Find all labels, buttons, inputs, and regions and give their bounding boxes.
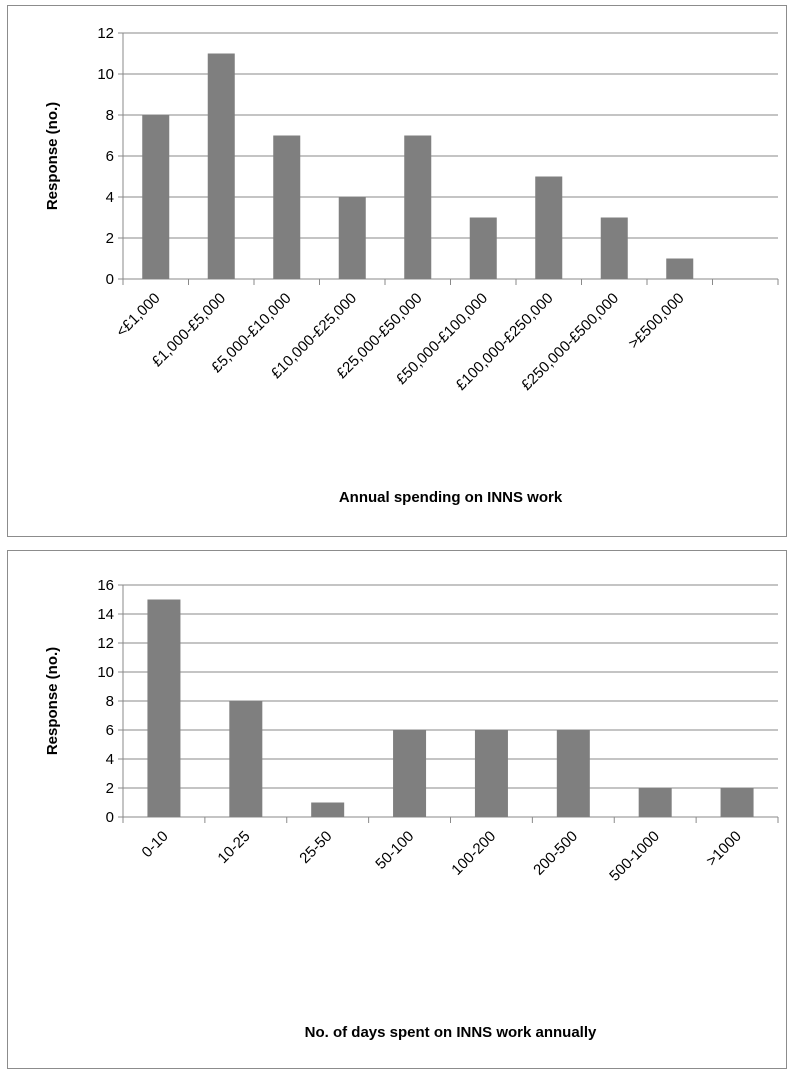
spending-y-tick-label: 2 [106,230,114,247]
spending-bar [666,258,694,279]
days-category-label: 10-25 [214,828,253,867]
days-bar [147,599,181,817]
spending-bar [273,135,301,279]
spending-category-label: <£1,000 [113,290,164,341]
days-bar [229,701,263,817]
days-category-label: 500-1000 [606,828,663,885]
spending-y-tick-label: 6 [106,148,114,165]
spending-bar [600,217,628,279]
days-category-label: 25-50 [296,828,335,867]
spending-category-label: >£500,000 [625,290,687,352]
days-bar [393,730,427,817]
spending-y-tick-label: 12 [97,25,114,42]
spending-x-axis-title: Annual spending on INNS work [339,489,563,506]
spending-y-tick-label: 0 [106,271,114,288]
days-bar [311,802,345,817]
spending-y-tick-label: 4 [106,189,114,206]
spending-chart-panel: 0 2 4 6 8 10 12 <£1,000 £1,000-£5,000 £5,000-£10,… [7,5,787,537]
spending-bar [535,176,563,279]
days-y-tick-label: 8 [106,693,114,710]
days-y-tick-label: 2 [106,780,114,797]
days-y-tick-label: 12 [97,635,114,652]
days-y-tick-label: 16 [97,577,114,594]
spending-bar [142,115,170,279]
spending-bar [469,217,497,279]
days-bar [556,730,590,817]
days-category-label: >1000 [703,828,745,870]
days-bar [638,788,672,817]
spending-y-tick-label: 10 [97,66,114,83]
days-y-tick-label: 6 [106,722,114,739]
spending-chart: 024681012<£1,000£1,000-£5,000£5,000-£10,… [44,25,779,506]
days-bar [474,730,508,817]
spending-y-tick-label: 8 [106,107,114,124]
days-x-axis-title: No. of days spent on INNS work annually [305,1024,597,1041]
days-chart-panel: 0 2 4 6 8 10 12 14 16 0-10 10-25 25-50 50-100 100-200… [7,550,787,1069]
days-bar [720,788,754,817]
days-y-tick-label: 0 [106,809,114,826]
spending-y-axis-title: Response (no.) [44,102,61,210]
days-category-label: 50-100 [372,828,417,873]
spending-bar [207,53,235,279]
days-category-label: 200-500 [530,828,581,879]
days-y-tick-label: 10 [97,664,114,681]
days-chart: 0 2 4 6 8 10 12 14 16 0-10 10-25 25-50 50-100 100-200… [44,577,779,1041]
days-y-axis-title: Response (no.) [44,647,61,755]
days-y-tick-label: 4 [106,751,114,768]
days-y-tick-label: 14 [97,606,114,623]
spending-bar [338,197,366,279]
days-category-label: 100-200 [448,828,499,879]
days-category-label: 0-10 [139,828,172,861]
spending-bar [404,135,432,279]
